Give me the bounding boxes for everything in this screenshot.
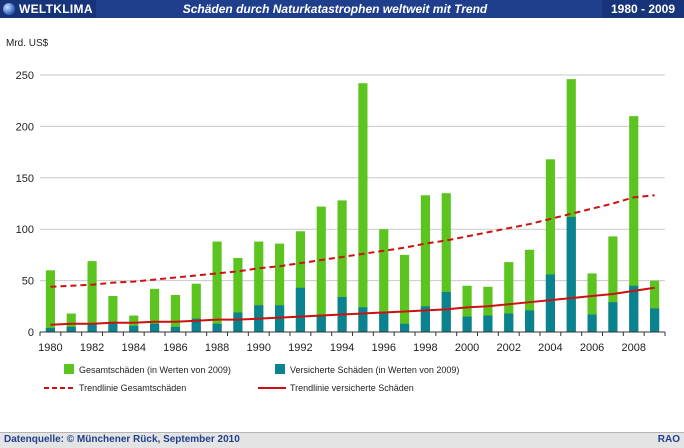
legend-swatch-insured [275,364,285,374]
bar-insured [608,302,618,332]
bar-insured [170,326,180,332]
bar-total [441,193,451,332]
legend-label-trend-insured: Trendlinie versicherte Schäden [290,383,414,393]
bar-insured [566,216,576,332]
bar-total [566,79,576,332]
bar-total [420,195,430,332]
bar-total [483,286,493,332]
bar-total [358,83,368,332]
bar-insured [441,291,451,332]
y-tick-label: 50 [22,276,34,288]
x-tick-label: 2004 [538,342,562,354]
bar-total [254,241,264,332]
bar-insured [45,327,55,332]
bar-insured [191,318,201,332]
bar-total [650,280,660,332]
bar-insured [525,310,535,332]
legend-label-total: Gesamtschäden (in Werten von 2009) [79,365,231,375]
y-tick-label: 150 [16,173,34,185]
x-tick-label: 1994 [330,342,354,354]
bar-total [525,249,535,332]
legend-label-trend-total: Trendlinie Gesamtschäden [79,383,186,393]
legend-label-insured: Versicherte Schäden (in Werten von 2009) [290,365,459,375]
x-tick-label: 1990 [247,342,271,354]
x-tick-label: 1984 [122,342,146,354]
bar-insured [129,325,139,332]
bar-insured [87,323,97,332]
x-tick-label: 1980 [38,342,62,354]
bar-insured [545,274,555,332]
bar-total [316,206,326,332]
x-tick-label: 2006 [580,342,604,354]
bar-insured [150,323,160,332]
bar-total [462,285,472,332]
bar-insured [420,306,430,332]
bar-insured [275,305,285,332]
y-tick-label: 0 [28,327,34,339]
x-tick-label: 2000 [455,342,479,354]
bar-insured [108,321,118,332]
period-label: 1980 - 2009 [602,0,684,18]
legend-swatch-total [64,364,74,374]
chart-area: 0 50 100 150 200 250 Mrd. US$ 1980 1982 1984 1986 1… [0,20,684,428]
bar-insured [295,287,305,332]
bar-insured [504,313,514,332]
brand-block: WELTKLIMA [0,0,96,18]
bar-total [337,200,347,332]
bar-insured [462,316,472,332]
y-tick-label: 100 [16,224,34,236]
bar-insured [483,315,493,332]
bar-total [212,241,222,332]
bar-total [275,243,285,332]
brand-label: WELTKLIMA [19,2,93,16]
bar-insured [379,312,389,332]
bar-total [233,257,243,332]
trend-line-total [50,194,655,288]
x-tick-label: 1996 [372,342,396,354]
trend-line-insured [50,286,655,326]
bar-insured [587,314,597,332]
bar-insured [66,326,76,332]
x-tick-label: 1982 [80,342,104,354]
x-tick-label: 1998 [413,342,437,354]
damage-chart: 0 50 100 150 200 250 Mrd. US$ 1980 1982 1984 1986 1… [6,38,666,393]
bar-total [587,273,597,332]
bar-total [87,261,97,332]
bar-total [545,159,555,332]
x-tick-label: 2008 [622,342,646,354]
header-bar: WELTKLIMA Schäden durch Naturkatastrophe… [0,0,684,18]
footer-code: RAO [657,434,680,445]
footer-bar: Datenquelle: © Münchener Rück, September… [0,432,684,448]
bar-total [45,270,55,332]
source-text: Datenquelle: © Münchener Rück, September… [4,434,240,445]
bar-total [379,229,389,332]
x-tick-label: 1992 [288,342,312,354]
bar-total [150,288,160,332]
bar-total [608,236,618,332]
y-axis-label: Mrd. US$ [6,38,49,49]
bar-insured [316,314,326,332]
bar-total [191,283,201,332]
bar-total [129,315,139,332]
bar-total [504,262,514,332]
bar-total [108,296,118,332]
x-tick-label: 2002 [497,342,521,354]
bar-insured [650,308,660,332]
y-tick-label: 250 [16,70,34,82]
bar-total [66,313,76,332]
bar-insured [233,312,243,332]
bar-insured [629,285,639,332]
bar-total [295,231,305,332]
bar-total [629,116,639,333]
x-tick-label: 1986 [163,342,187,354]
y-tick-label: 200 [16,121,34,133]
bar-insured [358,307,368,332]
x-tick-label: 1988 [205,342,229,354]
bar-insured [400,323,410,332]
bar-insured [212,323,222,332]
chart-title: Schäden durch Naturkatastrophen weltweit… [182,2,488,16]
bar-total [400,254,410,332]
globe-icon [3,3,15,15]
bar-total [170,294,180,332]
